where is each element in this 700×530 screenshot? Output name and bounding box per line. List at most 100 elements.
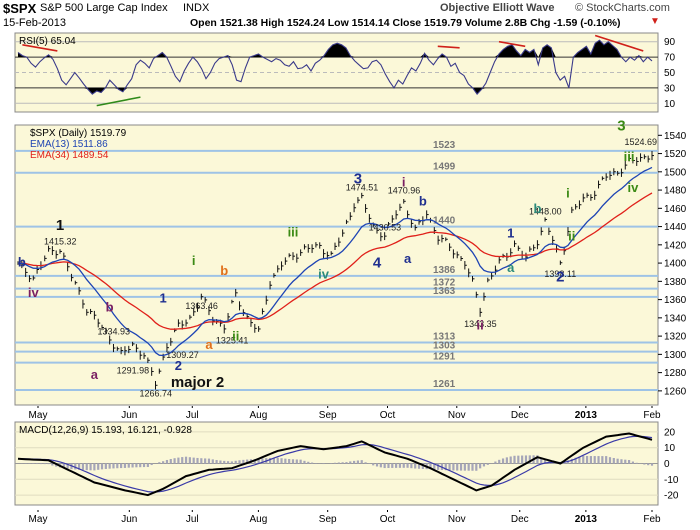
price-bar (158, 368, 162, 374)
price-bar (617, 170, 620, 176)
wave-label: b (106, 299, 114, 314)
price-bar (529, 246, 532, 252)
price-bar (74, 280, 78, 285)
price-bar (284, 257, 288, 265)
price-bar (139, 350, 143, 360)
price-bar (452, 249, 456, 259)
rsi-tick-label: 70 (664, 53, 676, 64)
price-bar (166, 343, 169, 353)
price-bar (48, 245, 51, 252)
y-tick-label: 1340 (664, 313, 687, 324)
price-bar (143, 352, 147, 359)
price-bar (548, 227, 551, 235)
price-bar (426, 210, 429, 219)
wave-label: iv (627, 180, 639, 195)
price-bar (559, 260, 563, 265)
wave-label: b (18, 255, 26, 270)
wave-label: 1 (507, 226, 514, 241)
price-annotation: 1430.53 (369, 223, 402, 233)
price-bar (498, 256, 502, 264)
price-bar (208, 306, 211, 316)
price-bar (479, 307, 483, 317)
y-tick-label: 1440 (664, 222, 687, 233)
price-bar (124, 346, 127, 356)
price-bar (300, 249, 303, 256)
x-tick-label: Nov (448, 410, 466, 421)
price-bar (525, 252, 528, 262)
price-layer: 1523149914401386137213631313130312911261… (15, 118, 687, 398)
level-label: 1291 (433, 352, 456, 363)
y-tick-label: 1360 (664, 295, 687, 306)
chg-down-icon: ▼ (650, 16, 660, 27)
price-bar (90, 308, 93, 315)
price-bar (391, 215, 395, 223)
price-bar (433, 227, 437, 234)
price-bar (181, 320, 185, 330)
price-legend-spx: $SPX (Daily) 1519.79 (30, 128, 127, 139)
x-tick-label: Dec (511, 410, 529, 421)
level-label: 1303 (433, 341, 456, 352)
x-tick-label: 2013 (575, 410, 598, 421)
price-bar (288, 253, 292, 258)
price-bar (147, 357, 150, 363)
price-annotation: 1343.35 (464, 319, 497, 329)
price-annotation: 1398.11 (544, 269, 576, 279)
price-bar (315, 242, 318, 248)
price-bar (475, 291, 479, 298)
price-bar (212, 316, 215, 326)
macd-tick-label: -20 (664, 491, 679, 502)
price-bar (494, 265, 498, 275)
price-bar (307, 244, 311, 253)
price-bar (491, 272, 494, 280)
price-bar (365, 204, 368, 213)
price-bar (311, 244, 315, 253)
y-tick-label: 1320 (664, 332, 687, 343)
price-bar (330, 251, 334, 256)
price-bar (97, 318, 101, 328)
price-bar (403, 198, 406, 204)
price-bar (25, 267, 28, 277)
price-bar (445, 237, 448, 242)
price-bar (578, 200, 582, 210)
price-bar (437, 235, 441, 245)
price-bar (170, 337, 173, 346)
price-panel (14, 124, 659, 406)
price-bar (368, 214, 372, 223)
quote-bar: Open 1521.38 High 1524.24 Low 1514.14 Cl… (190, 17, 621, 29)
wave-label: iii (624, 149, 635, 164)
price-bar (44, 255, 47, 262)
rsi-layer: 90 70 50 30 10 (15, 34, 676, 110)
rsi-line (17, 39, 653, 95)
price-bar (120, 346, 124, 355)
wave-label: ii (232, 329, 239, 344)
y-tick-label: 1540 (664, 131, 687, 142)
x-tick-label: Dec (511, 514, 529, 525)
price-bar (189, 314, 192, 320)
price-bar (250, 318, 253, 327)
wave-label: ii (477, 318, 484, 333)
y-tick-label: 1300 (664, 350, 687, 361)
price-annotation: 1448.00 (529, 206, 562, 216)
x-tick-label: Oct (380, 514, 396, 525)
price-bar (277, 265, 280, 273)
price-bar (464, 261, 467, 270)
level-label: 1261 (433, 379, 456, 390)
price-bar (399, 203, 402, 211)
source-label: Objective Elliott Wave (440, 2, 555, 14)
wave-label: i (402, 174, 406, 189)
price-bar (647, 155, 651, 163)
wave-label: 4 (373, 255, 382, 272)
wave-label: b (533, 201, 541, 216)
price-bar (36, 265, 40, 274)
macd-tick-label: -10 (664, 475, 679, 486)
x-tick-label: Jul (186, 514, 199, 525)
rsi-trendline (22, 43, 58, 52)
price-bar (292, 252, 295, 261)
price-bar (132, 341, 135, 347)
rsi-trendline (437, 45, 460, 49)
wave-label: 3 (354, 171, 362, 188)
level-label: 1386 (433, 265, 456, 276)
y-tick-label: 1280 (664, 368, 687, 379)
price-bar (609, 170, 612, 180)
price-bar (261, 308, 265, 315)
